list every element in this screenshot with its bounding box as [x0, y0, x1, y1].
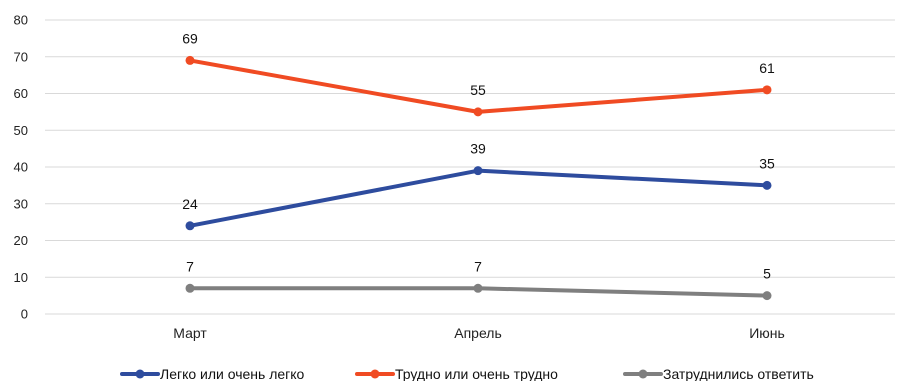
y-axis-ticks: 0 10 20 30 40 50 60 70 80	[14, 13, 28, 322]
data-label: 24	[182, 196, 198, 212]
x-axis-categories: Март Апрель Июнь	[173, 325, 785, 341]
data-point	[762, 291, 772, 301]
y-tick-label: 20	[14, 233, 28, 248]
y-tick-label: 80	[14, 13, 28, 28]
x-category-label: Март	[173, 325, 207, 341]
y-tick-label: 60	[14, 86, 28, 101]
legend-item-1: Трудно или очень трудно	[355, 366, 558, 381]
y-tick-label: 50	[14, 123, 28, 138]
data-label: 7	[474, 258, 482, 274]
y-tick-label: 0	[21, 307, 28, 322]
legend-swatch-marker	[638, 369, 648, 379]
x-category-label: Июнь	[749, 325, 785, 341]
data-point	[185, 283, 195, 293]
legend-label: Трудно или очень трудно	[395, 366, 558, 381]
data-point	[185, 55, 195, 65]
y-tick-label: 10	[14, 270, 28, 285]
y-tick-label: 30	[14, 196, 28, 211]
data-point	[473, 166, 483, 176]
data-point	[762, 85, 772, 95]
grid-layer	[45, 19, 895, 315]
data-label: 39	[470, 141, 486, 157]
series-line-0	[188, 168, 769, 228]
legend-label: Легко или очень легко	[160, 366, 305, 381]
data-label: 5	[763, 266, 771, 282]
data-label: 69	[182, 30, 198, 46]
data-point	[762, 180, 772, 190]
data-label: 35	[759, 155, 775, 171]
y-tick-label: 40	[14, 160, 28, 175]
data-point	[185, 221, 195, 231]
data-labels: 24 39 35 69 55 61 7 7 5	[182, 30, 775, 281]
legend-item-2: Затруднились ответить	[623, 366, 814, 381]
legend-label: Затруднились ответить	[663, 366, 814, 381]
data-point	[473, 107, 483, 117]
x-category-label: Апрель	[454, 325, 502, 341]
legend: Легко или очень легко Трудно или очень тр…	[120, 366, 814, 381]
data-label: 55	[470, 82, 486, 98]
legend-swatch-marker	[370, 369, 380, 379]
y-tick-label: 70	[14, 49, 28, 64]
data-point	[473, 283, 483, 293]
series-layer	[185, 55, 772, 301]
data-label: 61	[759, 60, 775, 76]
legend-item-0: Легко или очень легко	[120, 366, 305, 381]
legend-swatch-marker	[135, 369, 145, 379]
data-label: 7	[186, 258, 194, 274]
